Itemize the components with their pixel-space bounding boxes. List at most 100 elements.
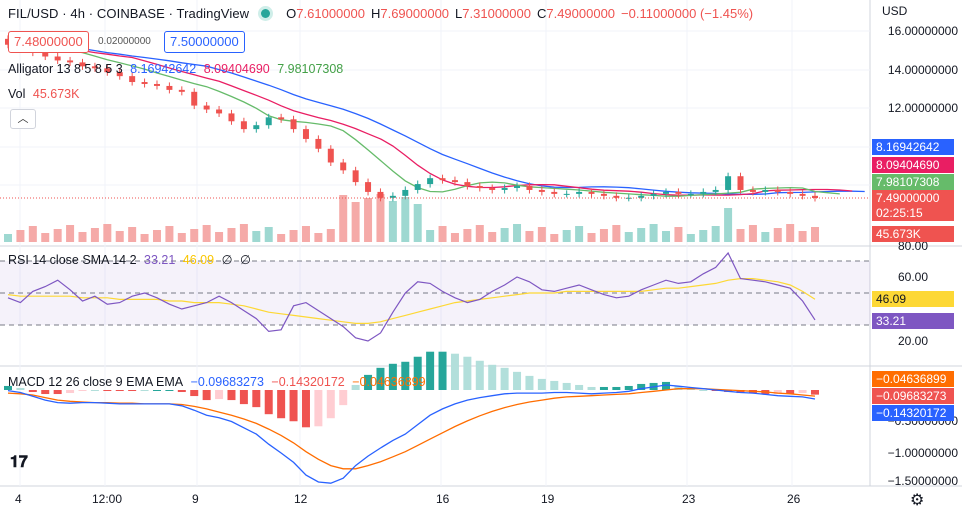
candle-body — [663, 191, 670, 194]
candle-body — [712, 189, 719, 192]
alligator-lips-line — [32, 44, 840, 197]
volume-bar — [599, 229, 608, 242]
price-tick: 14.00000000 — [887, 63, 958, 77]
volume-bar — [165, 226, 174, 242]
volume-bar — [413, 204, 422, 242]
symbol-header: FIL/USD · 4h · COINBASE · TradingView O7… — [8, 6, 753, 21]
volume-bar — [612, 225, 621, 242]
macd-histogram-bar — [786, 390, 795, 395]
buy-button[interactable]: 7.50000000 — [164, 31, 245, 53]
macd-histogram-bar — [215, 390, 224, 400]
rsi-empty-1: ∅ — [221, 253, 233, 267]
volume-bar — [115, 231, 124, 242]
volume-bar — [475, 225, 484, 242]
volume-bar — [761, 232, 770, 242]
candle-body — [476, 186, 483, 188]
volume-bar — [711, 226, 720, 242]
macd-histogram-bar — [736, 390, 745, 394]
candle-body — [514, 186, 521, 188]
volume-bar — [401, 197, 410, 242]
volume-bar — [4, 234, 12, 242]
volume-legend[interactable]: Vol 45.673K — [8, 87, 83, 101]
candle-body — [638, 195, 645, 198]
volume-tag: 45.673K — [872, 226, 954, 242]
macd-histogram-bar — [575, 384, 584, 390]
candle-body — [290, 119, 297, 130]
volume-bar — [537, 227, 546, 242]
candle-body — [315, 138, 322, 149]
macd-histogram-bar — [128, 390, 137, 392]
macd-histogram-bar — [301, 390, 310, 428]
candle-body — [67, 60, 74, 63]
alligator-legend[interactable]: Alligator 13 8 5 8 5 3 8.16942642 8.0940… — [8, 62, 347, 76]
candle-body — [675, 191, 682, 194]
candle-body — [600, 193, 607, 196]
ohlc-low: L7.31000000 — [455, 6, 531, 21]
candle-body — [464, 182, 471, 187]
macd-legend[interactable]: MACD 12 26 close 9 EMA EMA −0.09683273 −… — [8, 375, 430, 389]
macd-histogram-bar — [277, 390, 286, 419]
macd-line — [7, 384, 816, 484]
volume-bar — [513, 224, 522, 242]
tradingview-logo-icon[interactable]: 𝟏𝟕 — [10, 452, 28, 471]
rsi-sma-tag: 46.09 — [872, 291, 954, 307]
macd-histogram-bar — [488, 364, 497, 390]
alligator-teeth-line — [45, 44, 853, 196]
macd-histogram-bar — [364, 374, 373, 390]
sell-button[interactable]: 7.48000000 — [8, 31, 89, 53]
macd-histogram-bar — [562, 382, 571, 390]
candle-body — [402, 189, 409, 196]
volume-bar — [16, 230, 25, 242]
macd-value: −0.09683273 — [190, 375, 264, 389]
volume-bar — [525, 231, 534, 242]
candle-body — [787, 191, 794, 194]
candle-body — [365, 182, 372, 192]
volume-bar — [301, 226, 310, 242]
gear-icon[interactable]: ⚙ — [910, 490, 925, 509]
volume-bar — [277, 234, 286, 242]
candle-body — [625, 197, 632, 199]
collapse-legend-button[interactable]: ︿ — [10, 109, 36, 129]
time-tick: 23 — [682, 492, 696, 506]
time-tick: 16 — [436, 492, 450, 506]
volume-bar — [463, 229, 472, 242]
candle-body — [576, 191, 583, 194]
price-tick: 16.00000000 — [887, 24, 958, 38]
ohlc-close: C7.49000000 — [536, 6, 616, 21]
volume-bar — [239, 224, 248, 242]
volume-bar — [202, 225, 211, 242]
macd-histogram-bar — [500, 367, 509, 390]
volume-bar — [550, 234, 559, 242]
currency-selector[interactable]: USD — [882, 4, 908, 18]
candle-body — [526, 186, 533, 190]
macd-histogram-bar — [16, 387, 25, 390]
candle-body — [613, 195, 620, 198]
candle-body — [129, 76, 136, 83]
volume-bar — [351, 202, 360, 242]
volume-bar — [28, 226, 37, 242]
macd-histogram-bar — [587, 386, 596, 390]
macd-histogram-bar — [152, 390, 161, 391]
candle-body — [278, 117, 285, 120]
symbol-title[interactable]: FIL/USD · 4h · COINBASE · TradingView — [8, 6, 250, 21]
macd-histogram-bar — [438, 351, 447, 390]
volume-bar — [736, 229, 745, 242]
volume-bar — [326, 229, 335, 242]
candle-body — [389, 195, 396, 198]
ohlc-open: O7.61000000 — [286, 6, 365, 21]
macd-histogram-bar — [475, 360, 484, 390]
lips-price-tag: 7.98107308 — [872, 174, 954, 190]
alligator-label: Alligator 13 8 5 8 5 3 — [8, 62, 123, 76]
jaw-price-tag: 8.16942642 — [872, 139, 954, 155]
volume-bar — [662, 231, 671, 242]
macd-histogram-bar — [177, 390, 186, 393]
rsi-tick: 80.00 — [897, 239, 928, 253]
price-tick: 12.00000000 — [887, 101, 958, 115]
candle-body — [439, 178, 446, 181]
macd-histogram-bar — [314, 390, 323, 427]
macd-histogram-bar — [426, 351, 435, 390]
rsi-legend[interactable]: RSI 14 close SMA 14 2 33.21 46.09 ∅ ∅ — [8, 252, 255, 267]
candle-body — [538, 189, 545, 192]
market-status-icon — [261, 9, 271, 18]
